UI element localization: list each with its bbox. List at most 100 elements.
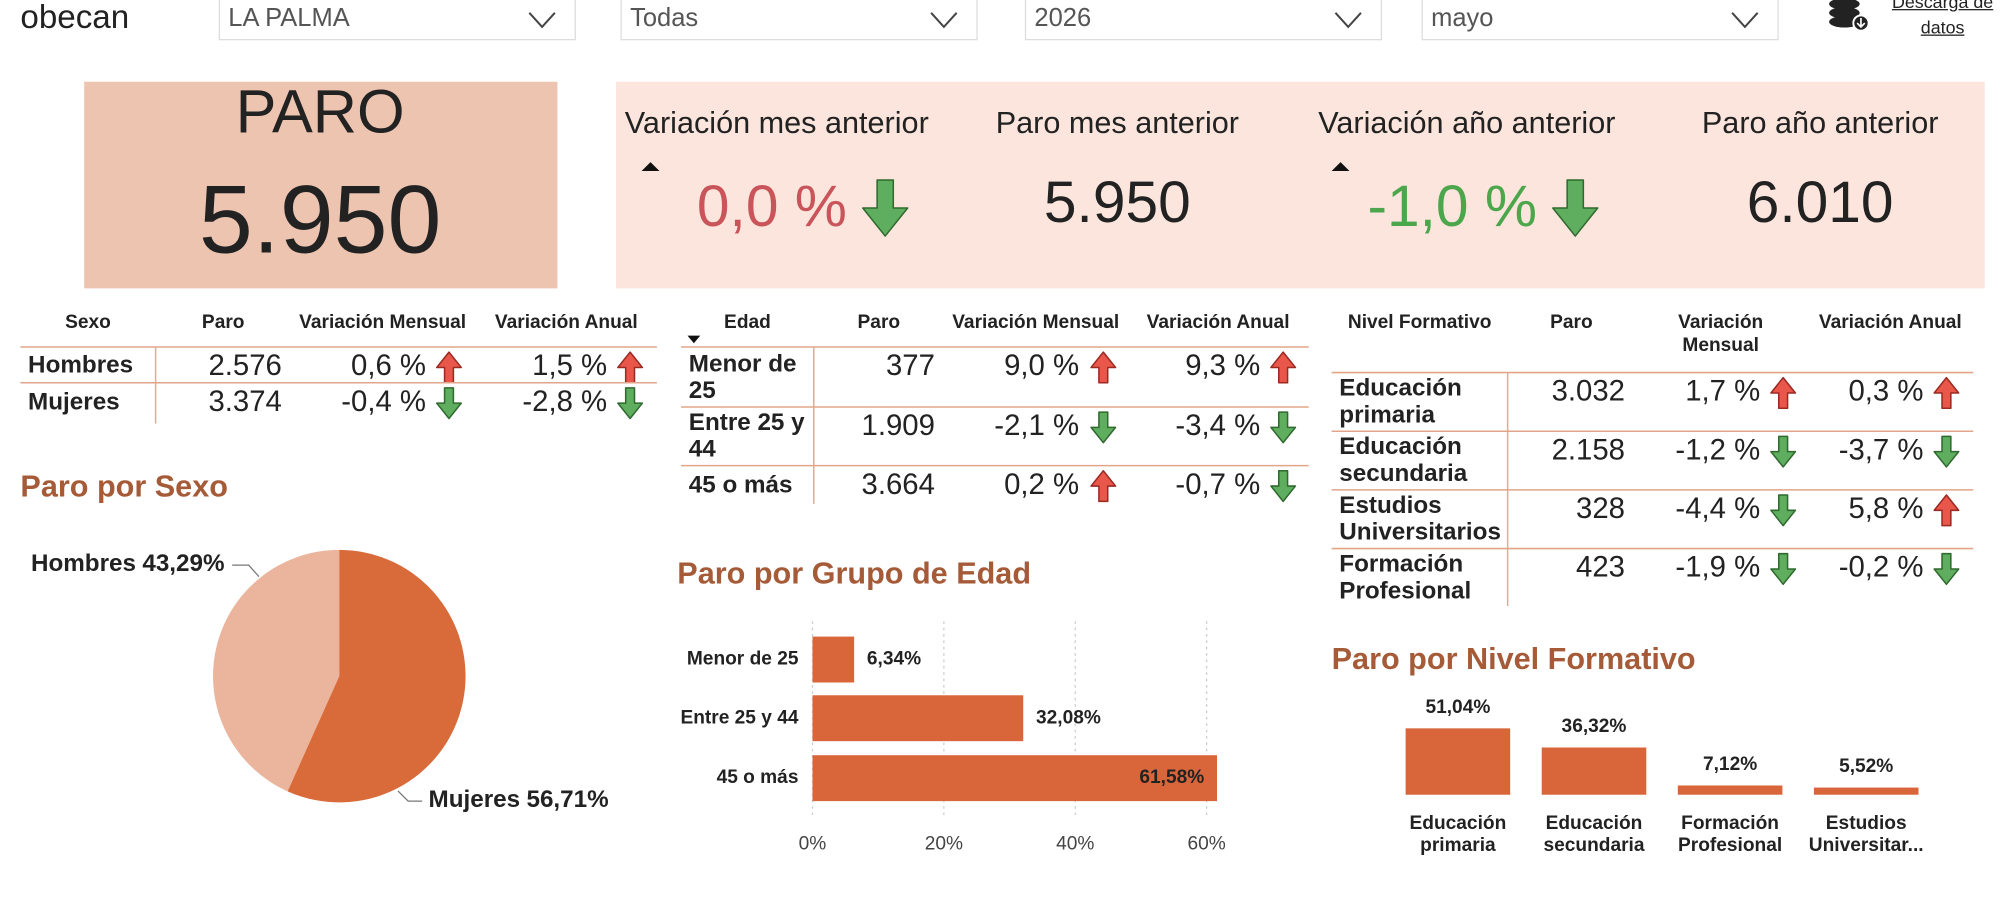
table-header: Paro bbox=[201, 311, 245, 334]
table-header: Paro bbox=[1550, 311, 1593, 334]
table-header-box: Variación Mensual bbox=[299, 311, 466, 333]
cell-value: -3,7 % bbox=[1839, 433, 1924, 466]
table-header: Variación Anual bbox=[1146, 311, 1290, 334]
trend-arrow bbox=[1270, 470, 1297, 503]
category-label-box: Educación primaria bbox=[1410, 813, 1507, 856]
trend-arrow bbox=[1770, 494, 1797, 527]
table-header-box: Variación Anual bbox=[1818, 311, 1962, 334]
table-header-box: Paro bbox=[857, 311, 901, 334]
row-label: Formación Profesional bbox=[1339, 550, 1472, 605]
database-icon bbox=[1829, 16, 1860, 28]
category-label: 45 o más bbox=[717, 767, 799, 788]
category-label: Educación secundaria bbox=[1543, 812, 1645, 856]
cell-value: 1,5 % bbox=[532, 349, 607, 382]
row-label: 45 o más bbox=[688, 471, 793, 499]
trend-arrow bbox=[1933, 494, 1960, 527]
value-label: 32,08% bbox=[1036, 707, 1101, 728]
bar bbox=[1541, 747, 1647, 795]
row-label-box: Educación primaria bbox=[1339, 375, 1462, 429]
table-header: Paro bbox=[857, 311, 901, 334]
trend-arrow bbox=[1270, 411, 1297, 444]
kpi-label: Variación año anterior bbox=[1318, 105, 1616, 141]
table-header-box: Variación Anual bbox=[1146, 311, 1290, 334]
kpi-value: 5.950 bbox=[199, 165, 442, 274]
download-icon bbox=[1856, 17, 1866, 29]
cell-value: 5,8 % bbox=[1848, 492, 1923, 525]
kpi-item-value: 6.010 bbox=[1747, 170, 1894, 235]
table-header: Variación Anual bbox=[1818, 311, 1962, 334]
row-label-box: Educación secundaria bbox=[1339, 433, 1468, 488]
download-text: Descarga de datos bbox=[1891, 0, 1994, 38]
row-label: Hombres bbox=[28, 351, 134, 379]
row-label: Mujeres bbox=[28, 388, 120, 416]
dropdown-chevron bbox=[1731, 12, 1759, 29]
value-label: 51,04% bbox=[1425, 697, 1490, 718]
filter-dropdown[interactable]: 2026 bbox=[1024, 0, 1383, 41]
table-header-box: Paro bbox=[201, 311, 245, 334]
bar bbox=[1813, 787, 1919, 795]
table-header-box: Nivel Formativo bbox=[1347, 311, 1492, 334]
trend-arrow bbox=[1090, 351, 1117, 384]
cell-value: 1.909 bbox=[862, 409, 935, 442]
dropdown-value: 2026 bbox=[1034, 4, 1091, 32]
trend-arrow bbox=[1270, 351, 1297, 384]
bar bbox=[812, 755, 1218, 802]
kpi-label-box: Variación año anterior bbox=[1318, 105, 1616, 141]
row-label-box: Entre 25 y 44 bbox=[689, 410, 805, 464]
download-link[interactable]: Descarga de datos bbox=[1829, 0, 2000, 40]
trend-arrow bbox=[1090, 470, 1117, 503]
cell-value: 0,6 % bbox=[351, 349, 426, 382]
trend-arrow bbox=[617, 387, 644, 420]
cell-value: -1,2 % bbox=[1675, 433, 1760, 466]
kpi-label-box: Paro mes anterior bbox=[996, 107, 1239, 140]
kpi-item-value: 0,0 % bbox=[697, 174, 847, 239]
table-header: Variación Mensual bbox=[952, 311, 1120, 334]
kpi-label-box: Variación mes anterior bbox=[624, 105, 929, 141]
cell-value: -4,4 % bbox=[1675, 492, 1760, 525]
trend-arrow bbox=[1770, 376, 1797, 410]
value-label: 5,52% bbox=[1839, 756, 1893, 777]
x-tick-label: 60% bbox=[1187, 834, 1225, 855]
trend-arrow bbox=[1770, 552, 1797, 586]
row-label: Educación primaria bbox=[1339, 375, 1462, 429]
cell-value: 2.576 bbox=[208, 349, 281, 382]
cell-value: -2,8 % bbox=[522, 385, 607, 418]
row-label-box: Formación Profesional bbox=[1339, 550, 1472, 605]
trend-arrow bbox=[1933, 376, 1960, 410]
row-label: Estudios Universitarios bbox=[1339, 492, 1501, 547]
category-label: Formación Profesional bbox=[1677, 812, 1783, 856]
trend-arrow bbox=[1090, 411, 1117, 444]
leader-line bbox=[232, 564, 260, 578]
value-label: 6,34% bbox=[867, 649, 921, 670]
cell-value: -1,9 % bbox=[1675, 551, 1760, 584]
cell-value: 3.032 bbox=[1552, 375, 1625, 408]
pie-label-category: Mujeres bbox=[429, 787, 521, 814]
pie-slice bbox=[213, 549, 340, 792]
filter-dropdown[interactable]: Todas bbox=[620, 0, 978, 41]
kpi-label: Variación mes anterior bbox=[624, 105, 929, 141]
category-label: Entre 25 y 44 bbox=[680, 707, 798, 728]
row-label: Educación secundaria bbox=[1339, 433, 1468, 488]
cell-value: -0,4 % bbox=[341, 385, 426, 418]
x-tick-label: 20% bbox=[925, 834, 963, 855]
trend-arrow bbox=[1933, 435, 1960, 468]
table-header: Variación Anual bbox=[494, 311, 638, 334]
trend-arrow bbox=[435, 387, 462, 420]
category-label-box: Estudios Universitar... bbox=[1809, 813, 1924, 856]
cell-value: 328 bbox=[1576, 492, 1625, 525]
filter-dropdown[interactable]: mayo bbox=[1421, 0, 1779, 41]
dropdown-box bbox=[1421, 0, 1779, 41]
sort-indicator bbox=[641, 162, 660, 172]
dropdown-box bbox=[1024, 0, 1383, 41]
row-label-box: Mujeres bbox=[28, 388, 120, 416]
leader-line bbox=[397, 790, 423, 802]
pie-label: Hombres 43,29% bbox=[31, 551, 225, 578]
filter-dropdown[interactable]: LA PALMA bbox=[218, 0, 576, 41]
row-label: Menor de 25 bbox=[688, 350, 797, 404]
kpi-label-box: Paro año anterior bbox=[1701, 105, 1939, 141]
kpi-label: Paro año anterior bbox=[1701, 105, 1939, 141]
table-header: Nivel Formativo bbox=[1347, 311, 1492, 334]
bar bbox=[1677, 785, 1783, 795]
table-header-box: Edad bbox=[724, 311, 771, 333]
table-header-box: Variación Mensual bbox=[1678, 311, 1763, 356]
